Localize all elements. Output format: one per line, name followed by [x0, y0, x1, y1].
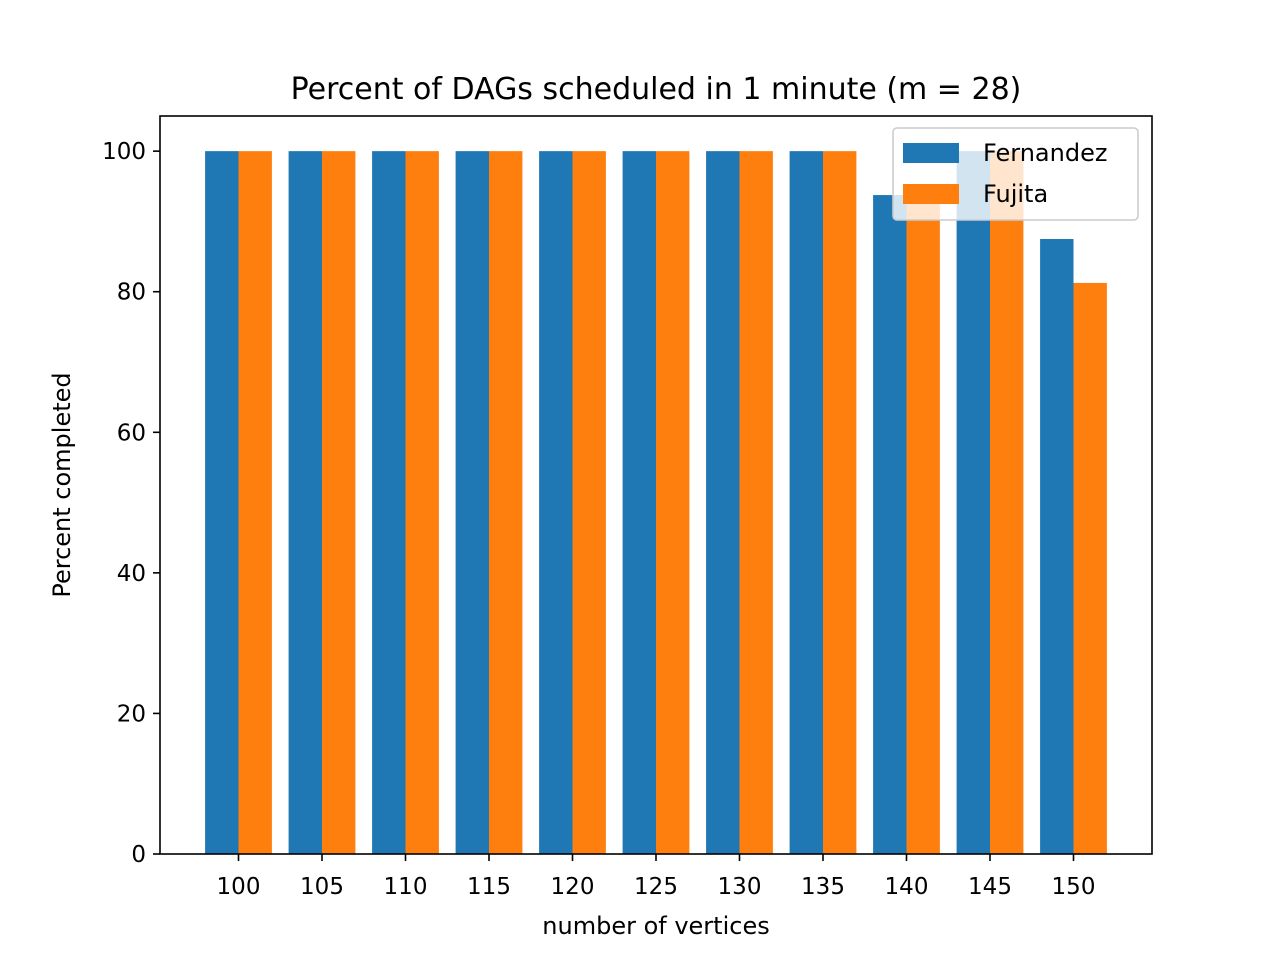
x-tick-label: 145	[968, 874, 1012, 900]
bar-fernandez-120	[539, 151, 573, 854]
y-axis-label: Percent completed	[48, 372, 76, 597]
y-axis-ticks: 0 20 40 60 80 100	[102, 139, 160, 868]
bar-fujita-150	[1073, 282, 1107, 854]
bar-fernandez-110	[372, 151, 406, 854]
bar-fujita-100	[238, 151, 272, 854]
bar-fujita-110	[405, 151, 439, 854]
chart-title: Percent of DAGs scheduled in 1 minute (m…	[291, 72, 1022, 107]
bar-fernandez-100	[205, 151, 239, 854]
x-tick-label: 125	[634, 874, 678, 900]
bar-fujita-140	[906, 195, 940, 854]
y-tick-label: 0	[131, 842, 146, 868]
bar-fernandez-105	[288, 151, 322, 854]
bar-fujita-115	[489, 151, 523, 854]
bar-fujita-135	[823, 151, 857, 854]
x-tick-label: 105	[300, 874, 344, 900]
bar-fujita-120	[572, 151, 606, 854]
x-tick-label: 115	[467, 874, 511, 900]
x-tick-label: 130	[718, 874, 762, 900]
x-tick-label: 120	[551, 874, 595, 900]
bar-fernandez-135	[789, 151, 823, 854]
bar-fernandez-130	[706, 151, 740, 854]
bar-fujita-105	[322, 151, 356, 854]
legend-swatch-fujita	[903, 184, 959, 204]
bar-fernandez-125	[622, 151, 656, 854]
bars-group	[205, 151, 1107, 854]
bar-fujita-145	[990, 151, 1024, 854]
legend-label-fujita: Fujita	[983, 180, 1048, 208]
bar-fernandez-140	[873, 195, 907, 854]
y-tick-label: 20	[117, 701, 146, 727]
y-tick-label: 80	[117, 280, 146, 306]
y-tick-label: 100	[102, 139, 146, 165]
y-tick-label: 40	[117, 561, 146, 587]
x-tick-label: 135	[801, 874, 845, 900]
x-axis-ticks: 100 105 110 115 120 125 130 135 140 145 150	[217, 854, 1096, 900]
bar-fujita-125	[656, 151, 690, 854]
legend-label-fernandez: Fernandez	[983, 139, 1107, 167]
bar-fernandez-145	[956, 151, 990, 854]
x-tick-label: 140	[885, 874, 929, 900]
plot-frame	[159, 115, 1153, 855]
bar-fujita-130	[739, 151, 773, 854]
x-tick-label: 150	[1052, 874, 1096, 900]
x-tick-label: 100	[217, 874, 261, 900]
x-tick-label: 110	[384, 874, 428, 900]
bar-fernandez-115	[455, 151, 489, 854]
legend-swatch-fernandez	[903, 143, 959, 163]
x-axis-label: number of vertices	[542, 912, 769, 940]
legend: Fernandez Fujita	[892, 127, 1139, 221]
y-tick-label: 60	[117, 420, 146, 446]
bar-fernandez-150	[1040, 239, 1074, 854]
